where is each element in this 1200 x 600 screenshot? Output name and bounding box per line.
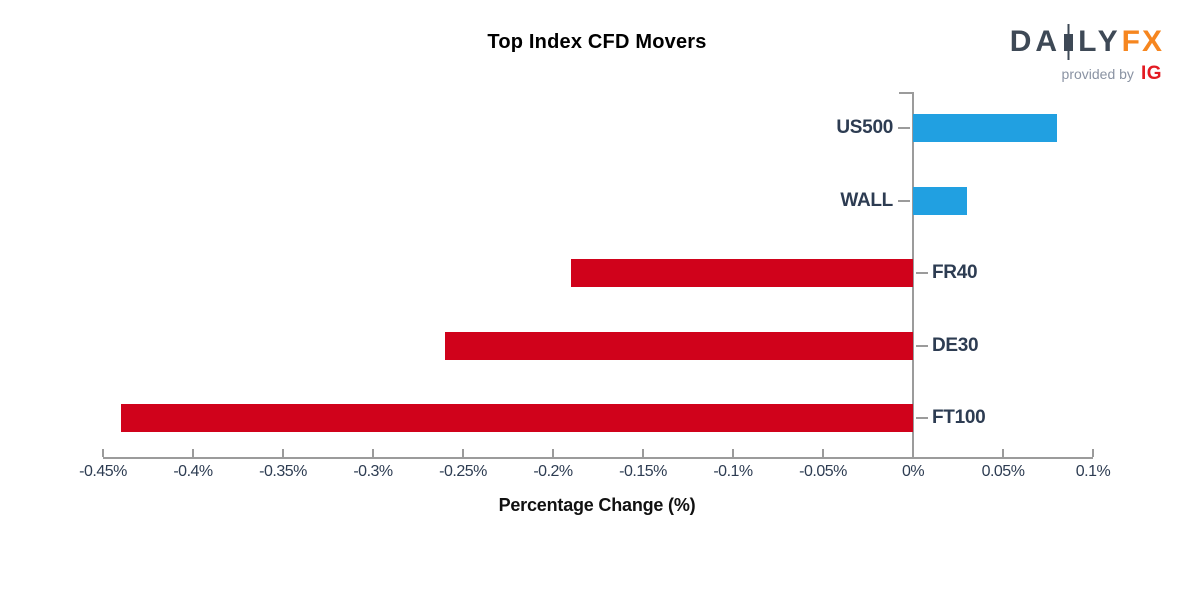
x-tick-label: -0.2% [533, 463, 573, 480]
x-tick-label: -0.25% [439, 463, 487, 480]
x-tick [732, 449, 734, 457]
x-tick-label: 0.05% [981, 463, 1025, 480]
x-tick [1092, 449, 1094, 457]
x-tick [912, 449, 914, 457]
category-label-us500: US500 [836, 117, 893, 138]
category-tick [916, 417, 928, 419]
logo-provided-by-row: provided by IG [1062, 63, 1162, 85]
x-tick [282, 449, 284, 457]
logo-daily-left-text: DA [1009, 25, 1062, 58]
x-tick [1002, 449, 1004, 457]
chart-title: Top Index CFD Movers [487, 31, 707, 53]
x-axis-line [103, 457, 1093, 459]
bar-ft100 [121, 404, 913, 432]
x-tick [192, 449, 194, 457]
candlestick-icon [1064, 24, 1074, 60]
bar-wall [913, 186, 967, 215]
x-axis-label: Percentage Change (%) [498, 495, 696, 515]
category-label-fr40: FR40 [932, 262, 978, 283]
x-tick [822, 449, 824, 457]
x-tick-label: -0.4% [173, 463, 213, 480]
logo-daily-right-text: LY [1078, 25, 1122, 58]
category-label-de30: DE30 [932, 334, 979, 356]
ig-logo-text: IG [1140, 63, 1162, 84]
x-tick-label: 0% [901, 463, 925, 480]
provided-by-text: provided by [1061, 66, 1134, 82]
category-tick [898, 199, 910, 202]
category-tick [916, 272, 928, 274]
bar-de30 [445, 331, 913, 360]
x-tick [642, 449, 644, 457]
x-tick-label: -0.3% [353, 463, 393, 480]
x-tick [552, 449, 554, 457]
x-tick-label: -0.1% [713, 463, 753, 480]
x-tick-label: -0.05% [799, 463, 847, 480]
zero-axis-top-cap [899, 92, 913, 94]
x-tick [462, 449, 464, 457]
x-tick-label: -0.35% [259, 463, 307, 480]
dailyfx-wordmark: DA LY FX [1010, 24, 1164, 60]
zero-axis-line [912, 92, 914, 459]
category-label-wall: WALL [840, 189, 893, 211]
logo-fx-text: FX [1121, 25, 1164, 58]
category-label-ft100: FT100 [932, 407, 986, 428]
category-tick [898, 127, 910, 129]
x-tick-label: -0.45% [79, 463, 127, 480]
bar-us500 [913, 114, 1057, 142]
x-tick [102, 449, 104, 457]
x-tick-label: 0.1% [1075, 463, 1111, 480]
x-tick [372, 449, 374, 457]
x-tick-label: -0.15% [619, 463, 667, 480]
category-tick [916, 344, 928, 347]
bar-fr40 [571, 259, 913, 287]
dailyfx-logo: DA LY FX provided by IG [1010, 24, 1164, 85]
